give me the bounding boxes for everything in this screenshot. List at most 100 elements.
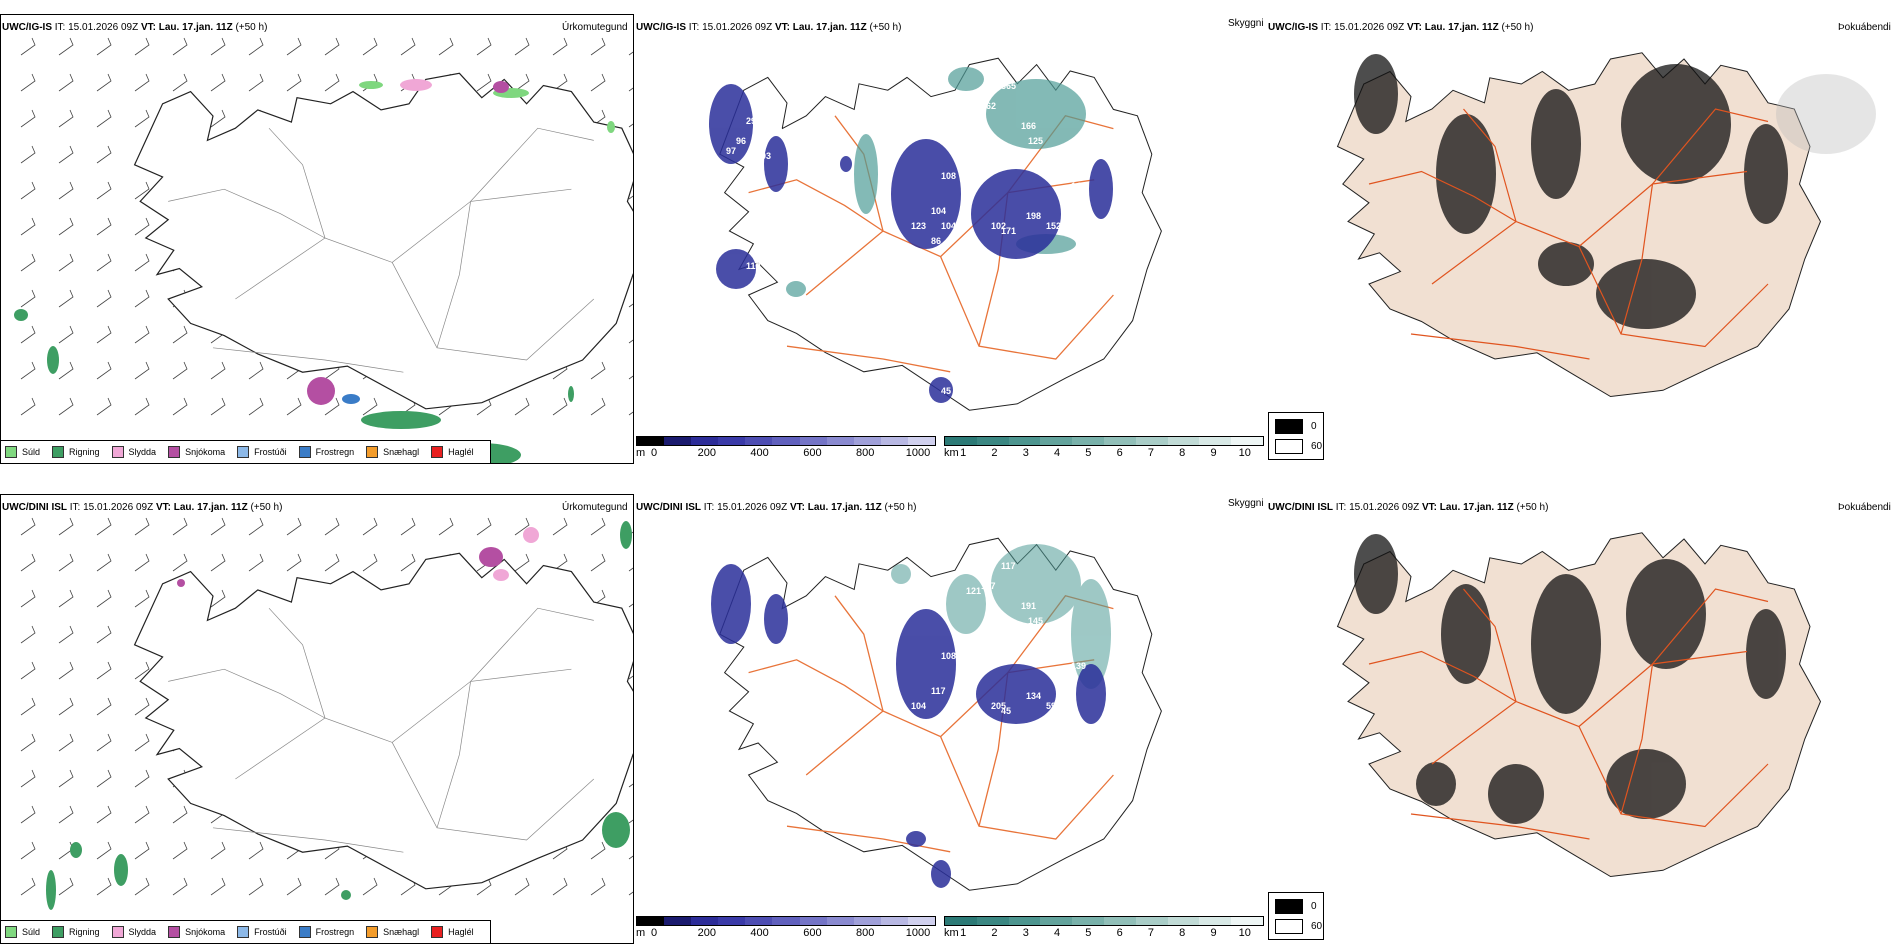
wind-barb bbox=[628, 123, 633, 128]
wind-barb bbox=[628, 855, 633, 860]
colorbar-cell bbox=[853, 917, 881, 925]
it-label: IT: bbox=[688, 22, 700, 33]
wind-barb bbox=[248, 37, 264, 56]
rain-swatch bbox=[52, 926, 65, 938]
wind-barb bbox=[210, 553, 226, 572]
wind-barb bbox=[20, 253, 36, 272]
wind-barb bbox=[96, 769, 112, 788]
colorbar-cell bbox=[772, 917, 800, 925]
snow-pellets-swatch bbox=[366, 926, 379, 938]
colorbar-tick: 1 bbox=[960, 447, 967, 459]
wind-barb bbox=[324, 517, 340, 536]
wind-barb bbox=[58, 325, 74, 344]
road-line bbox=[470, 607, 594, 682]
fog-legend-row: 60 bbox=[1275, 919, 1322, 934]
road-line bbox=[1368, 650, 1517, 703]
wind-barb bbox=[20, 217, 36, 236]
colorbar-cell bbox=[1008, 437, 1041, 445]
cloud-base-label: 123 bbox=[911, 221, 926, 231]
snow-swatch bbox=[168, 446, 181, 458]
colorbar-tick: 5 bbox=[1085, 447, 1092, 459]
wind-barb bbox=[362, 877, 378, 896]
wind-barb bbox=[134, 397, 150, 416]
colorbar-cell bbox=[976, 917, 1009, 925]
wind-barb bbox=[172, 553, 188, 572]
colorbar-tick: 8 bbox=[1179, 927, 1186, 939]
colorbar-tick: 4 bbox=[1054, 927, 1061, 939]
wind-barb bbox=[96, 661, 112, 680]
fog-legend-value: 60 bbox=[1311, 441, 1323, 452]
colorbar-tick: 7 bbox=[1147, 927, 1154, 939]
colorbar-tick: 2 bbox=[991, 447, 998, 459]
colorbar-tick: 2 bbox=[991, 927, 998, 939]
visibility-colorbar-strip bbox=[944, 436, 1264, 446]
colorbar-tick: 200 bbox=[697, 927, 716, 939]
roads bbox=[1368, 108, 1769, 360]
colorbar-cell bbox=[1040, 917, 1073, 925]
wind-barb bbox=[628, 567, 633, 572]
legend-label: Súld bbox=[22, 927, 41, 937]
wind-barb bbox=[552, 517, 568, 536]
cloud-base-ticks: m 0 200 400 600 800 1000 bbox=[636, 926, 936, 940]
visibility-areas bbox=[891, 544, 1111, 689]
wind-barb bbox=[20, 517, 36, 536]
cloud-base-label: 260 bbox=[966, 106, 981, 116]
colorbar-cell bbox=[637, 437, 665, 445]
wind-barb bbox=[96, 325, 112, 344]
colorbar-cell bbox=[718, 917, 746, 925]
wind-barb bbox=[210, 841, 226, 860]
legend-item: Frostregn bbox=[298, 926, 354, 938]
road-line bbox=[1463, 108, 1517, 222]
wind-barb bbox=[58, 397, 74, 416]
wind-barb bbox=[20, 289, 36, 308]
fog-legend: 0 60 bbox=[1268, 412, 1324, 460]
road-line bbox=[212, 827, 404, 853]
wind-barb bbox=[134, 553, 150, 572]
wind-barb bbox=[134, 361, 150, 380]
wind-barb bbox=[628, 87, 633, 92]
roads bbox=[168, 607, 595, 853]
colorbar-cell bbox=[907, 917, 936, 925]
wind-barb bbox=[210, 877, 226, 896]
wind-barb bbox=[248, 841, 264, 860]
wind-barb bbox=[476, 397, 492, 416]
wind-barb bbox=[58, 73, 74, 92]
colorbar-cell bbox=[745, 437, 773, 445]
cloud-base-unit: m bbox=[636, 447, 646, 459]
colorbar-cell bbox=[880, 437, 908, 445]
legend-label: Snæhagl bbox=[383, 447, 420, 457]
wind-barb bbox=[96, 397, 112, 416]
colorbar-cell bbox=[945, 917, 977, 925]
legend-label: Súld bbox=[22, 447, 41, 457]
wind-barb bbox=[58, 697, 74, 716]
vt-value: Lau. 17.jan. 11Z bbox=[158, 22, 233, 33]
visibility-colorbar-strip bbox=[944, 916, 1264, 926]
wind-barb bbox=[58, 217, 74, 236]
snow-pellets-swatch bbox=[366, 446, 379, 458]
wind-barb bbox=[248, 553, 264, 572]
colorbar-tick: 0 bbox=[650, 927, 658, 939]
wind-barb bbox=[628, 339, 633, 344]
road-line bbox=[268, 607, 326, 719]
wind-barb bbox=[172, 73, 188, 92]
wind-barb bbox=[438, 517, 454, 536]
vt-label: VT: bbox=[140, 22, 156, 33]
cloud-base-label: 104 bbox=[941, 221, 956, 231]
legend-label: Frostúði bbox=[254, 927, 287, 937]
wind-barb bbox=[134, 841, 150, 860]
colorbar-cell bbox=[1135, 917, 1168, 925]
iceland-outline bbox=[1336, 52, 1822, 398]
model-name: UWC/DINI ISL bbox=[2, 502, 67, 513]
fog-map-bottom bbox=[1336, 532, 1822, 878]
wind-barb bbox=[20, 877, 36, 896]
hail-swatch bbox=[431, 926, 444, 938]
colorbar-cell bbox=[1008, 917, 1041, 925]
vt-label: VT: bbox=[789, 502, 805, 513]
model-name: UWC/IG-IS bbox=[2, 22, 52, 33]
wind-barb bbox=[476, 37, 492, 56]
it-value: 15.01.2026 09Z bbox=[1349, 502, 1420, 513]
colorbar-cell bbox=[799, 437, 827, 445]
precip-type-legend: Súld Rigning Slydda Snjókoma Frostúði Fr… bbox=[1, 440, 491, 463]
wind-barb bbox=[58, 37, 74, 56]
